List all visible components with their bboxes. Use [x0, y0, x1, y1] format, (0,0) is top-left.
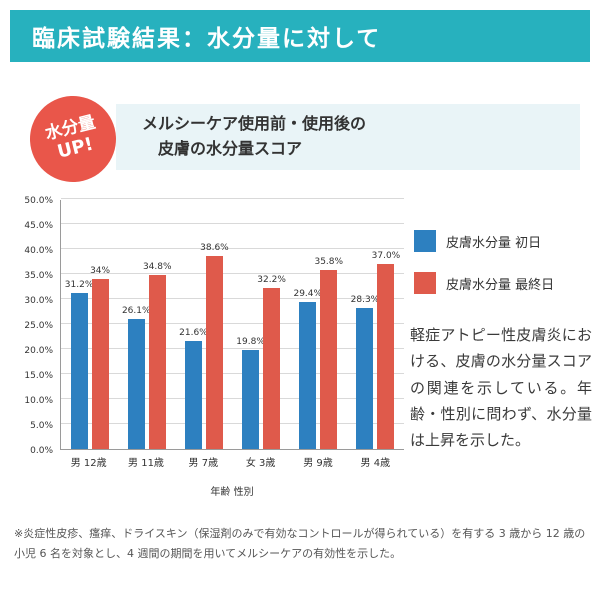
gridline: [61, 373, 404, 374]
legend-swatch-day1: [414, 230, 436, 252]
bar-value-label: 29.4%: [293, 289, 323, 299]
bar-value-label: 35.8%: [314, 257, 344, 267]
bar-final-0: 34%: [90, 266, 110, 449]
y-tick-label: 35.0%: [24, 271, 53, 281]
gridline: [61, 348, 404, 349]
gridline: [61, 298, 404, 299]
y-tick-label: 15.0%: [24, 371, 53, 381]
bar-group: 31.2% 34%: [61, 200, 118, 449]
bar-value-label: 31.2%: [64, 280, 94, 290]
bar-final-5: 37.0%: [372, 251, 400, 449]
bar-day1-0: 31.2%: [65, 280, 93, 449]
legend-item-day1: 皮膚水分量 初日: [414, 230, 554, 252]
gridline: [61, 398, 404, 399]
bar-group: 21.6% 38.6%: [175, 200, 232, 449]
bar-value-label: 38.6%: [200, 243, 229, 253]
bar-day1-2: 21.6%: [179, 328, 208, 449]
bar-day1-3: 19.8%: [236, 337, 265, 449]
bar-final-3: 32.2%: [257, 275, 286, 449]
title-banner: 臨床試験結果：水分量に対して: [10, 10, 590, 62]
legend-label-final: 皮膚水分量 最終日: [446, 277, 555, 293]
chart-legend: 皮膚水分量 初日 皮膚水分量 最終日: [414, 230, 554, 294]
legend-swatch-final: [414, 272, 436, 294]
bar-value-label: 37.0%: [371, 251, 401, 261]
bar-day1-1: 26.1%: [122, 306, 151, 449]
x-category-label: 女 3歳: [245, 458, 276, 469]
chart-grid: 0.0% 5.0% 10.0% 15.0% 20.0% 25.0% 30.0% 35.0% 40…: [16, 196, 404, 456]
gridline: [61, 248, 404, 249]
bar-chart: 0.0% 5.0% 10.0% 15.0% 20.0% 25.0% 30.0% 35.0% 40…: [16, 196, 404, 498]
bar-group: 28.3% 37.0%: [347, 200, 404, 449]
gridline: [61, 198, 404, 199]
gridline: [61, 323, 404, 324]
chart-bars: 31.2% 34% 26.1% 34.8% 21.6% 38.6% 19.8% 32.2% 29…: [61, 200, 404, 449]
bar-group: 29.4% 35.8%: [290, 200, 347, 449]
chart-y-labels: 0.0% 5.0% 10.0% 15.0% 20.0% 25.0% 30.0% 35.0% 40…: [16, 196, 60, 456]
legend-item-final: 皮膚水分量 最終日: [414, 272, 554, 294]
bar-value-label: 19.8%: [236, 337, 265, 347]
moisture-up-badge: 水分量 UP!: [20, 86, 126, 192]
y-tick-label: 10.0%: [24, 396, 53, 406]
x-axis-title: 年齢 性別: [210, 487, 254, 498]
x-category-label: 男 7歳: [188, 458, 219, 469]
y-tick-label: 30.0%: [24, 296, 53, 306]
bar-value-label: 21.6%: [179, 328, 208, 338]
gridline: [61, 223, 404, 224]
chart-x-labels: 男 12歳 男 11歳 男 7歳 女 3歳 男 9歳 男 4歳: [60, 454, 404, 469]
bar-final-4: 35.8%: [314, 257, 343, 449]
y-tick-label: 5.0%: [30, 421, 53, 431]
bar-day1-5: 28.3%: [351, 295, 379, 449]
footnote: ※炎症性皮疹、瘙痒、ドライスキン（保湿剤のみで有効なコントロールが得られている）…: [14, 527, 586, 560]
legend-label-day1: 皮膚水分量 初日: [446, 235, 542, 251]
y-tick-label: 20.0%: [24, 346, 53, 356]
y-tick-label: 40.0%: [24, 246, 53, 256]
gridline: [61, 423, 404, 424]
x-category-label: 男 12歳: [70, 458, 107, 469]
bar-day1-4: 29.4%: [293, 289, 322, 449]
bar-value-label: 34%: [90, 266, 111, 276]
chart-description: 軽症アトピー性皮膚炎における、皮膚の水分量スコアの関連を示している。年齢・性別に…: [410, 326, 592, 449]
y-tick-label: 0.0%: [30, 446, 53, 456]
bar-group: 19.8% 32.2%: [233, 200, 290, 449]
bar-final-1: 34.8%: [143, 262, 172, 449]
bar-final-2: 38.6%: [200, 243, 229, 449]
chart-heading: メルシーケア使用前・使用後の 皮膚の水分量スコア: [116, 104, 580, 170]
y-tick-label: 45.0%: [24, 221, 53, 231]
chart-plot-area: 31.2% 34% 26.1% 34.8% 21.6% 38.6% 19.8% 32.2% 29…: [60, 198, 404, 450]
y-tick-label: 50.0%: [24, 196, 53, 206]
bar-value-label: 26.1%: [121, 305, 151, 316]
bar-value-label: 28.3%: [350, 294, 380, 305]
gridline: [61, 273, 404, 274]
heading-line1: メルシーケア使用前・使用後の: [142, 114, 367, 134]
y-tick-label: 25.0%: [24, 321, 53, 331]
banner-title: 臨床試験結果：水分量に対して: [32, 26, 382, 52]
x-category-label: 男 4歳: [360, 458, 391, 469]
heading-line2: 皮膚の水分量スコア: [158, 139, 303, 158]
bar-value-label: 32.2%: [257, 275, 286, 285]
bar-value-label: 34.8%: [142, 262, 172, 272]
x-category-label: 男 11歳: [128, 458, 164, 469]
x-category-label: 男 9歳: [303, 458, 333, 469]
bar-group: 26.1% 34.8%: [118, 200, 175, 449]
